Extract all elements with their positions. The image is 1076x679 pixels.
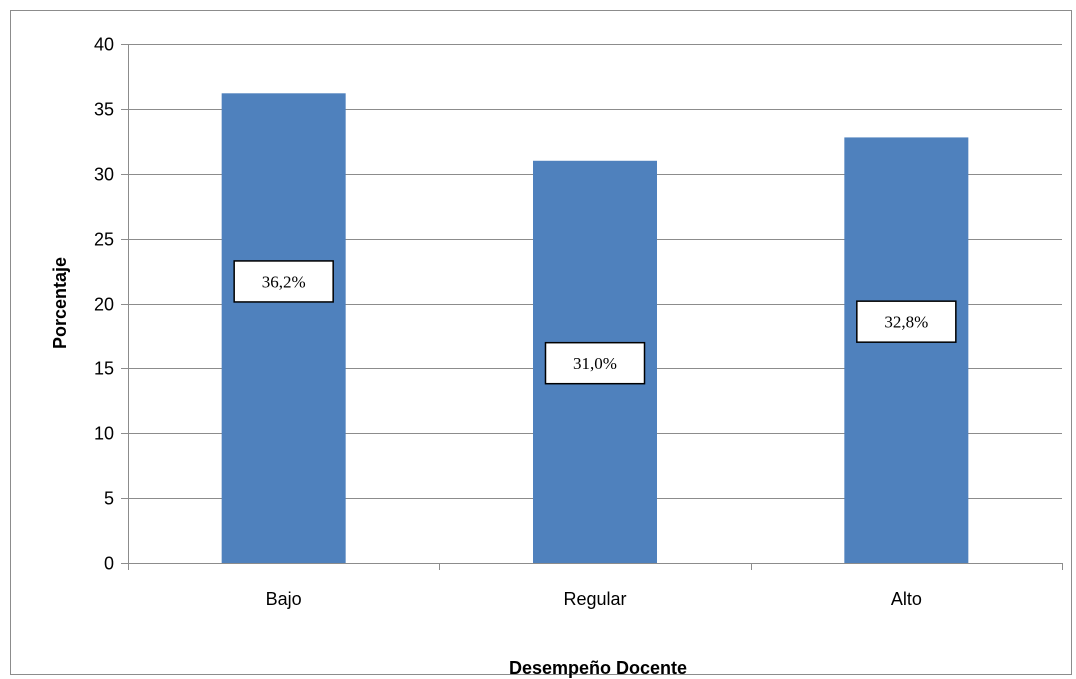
data-label-box (544, 341, 646, 385)
data-label-box (856, 300, 957, 343)
data-labels: 36,2% 31,0% 32,8% (233, 260, 957, 385)
y-tick-label: 15 (94, 359, 114, 379)
x-tick-labels: Bajo Regular Alto (266, 589, 922, 609)
y-tick-label: 5 (104, 489, 114, 509)
y-tick-label: 0 (104, 554, 114, 574)
x-axis-title: Desempeño Docente (509, 658, 687, 678)
x-tick-label: Regular (563, 589, 626, 609)
bars (221, 93, 969, 564)
bar-alto (844, 137, 969, 564)
y-axis-title: Porcentaje (50, 257, 70, 349)
y-tick-label: 25 (94, 230, 114, 250)
y-tick-label: 35 (94, 100, 114, 120)
data-label-box (233, 260, 334, 303)
data-label: 32,8% (884, 313, 928, 332)
bar-bajo (221, 93, 346, 564)
axes (121, 44, 1063, 570)
data-label: 31,0% (573, 354, 617, 373)
data-label: 36,2% (262, 272, 306, 291)
y-tick-label: 20 (94, 295, 114, 315)
x-tick-label: Bajo (266, 589, 302, 609)
y-tick-label: 30 (94, 165, 114, 185)
y-tick-label: 10 (94, 424, 114, 444)
x-tick-label: Alto (891, 589, 922, 609)
y-tick-label: 40 (94, 35, 114, 55)
y-tick-labels: 0 5 10 15 20 25 30 35 40 (94, 35, 114, 574)
